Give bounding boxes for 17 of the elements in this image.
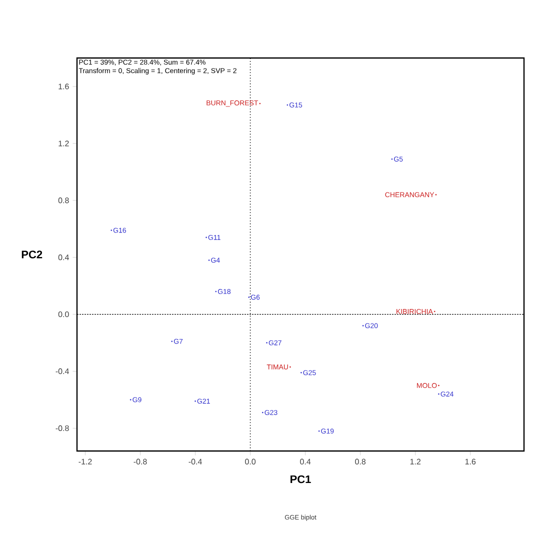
x-tick-label: -0.4 (188, 458, 202, 464)
x-axis-title: PC1 (290, 475, 311, 484)
x-tick-label: 1.2 (410, 458, 421, 464)
x-tick-label: -1.2 (78, 458, 92, 464)
y-tick-label: -0.8 (56, 425, 69, 432)
x-tick-label: 0.8 (355, 458, 366, 464)
x-tick-label: 0.0 (245, 458, 256, 464)
x-tick-label: -0.8 (134, 458, 147, 464)
y-tick-label: 0.0 (58, 311, 69, 318)
y-tick-label: 0.8 (58, 198, 69, 204)
x-tick-label: 1.6 (465, 458, 476, 464)
y-tick-label: 1.6 (58, 84, 69, 90)
y-tick-label: 0.4 (58, 254, 69, 260)
x-tick-label: 0.4 (300, 458, 311, 464)
y-tick-label: -0.4 (56, 368, 69, 374)
y-tick-label: 1.2 (58, 140, 69, 146)
y-axis-title: PC2 (22, 250, 42, 258)
